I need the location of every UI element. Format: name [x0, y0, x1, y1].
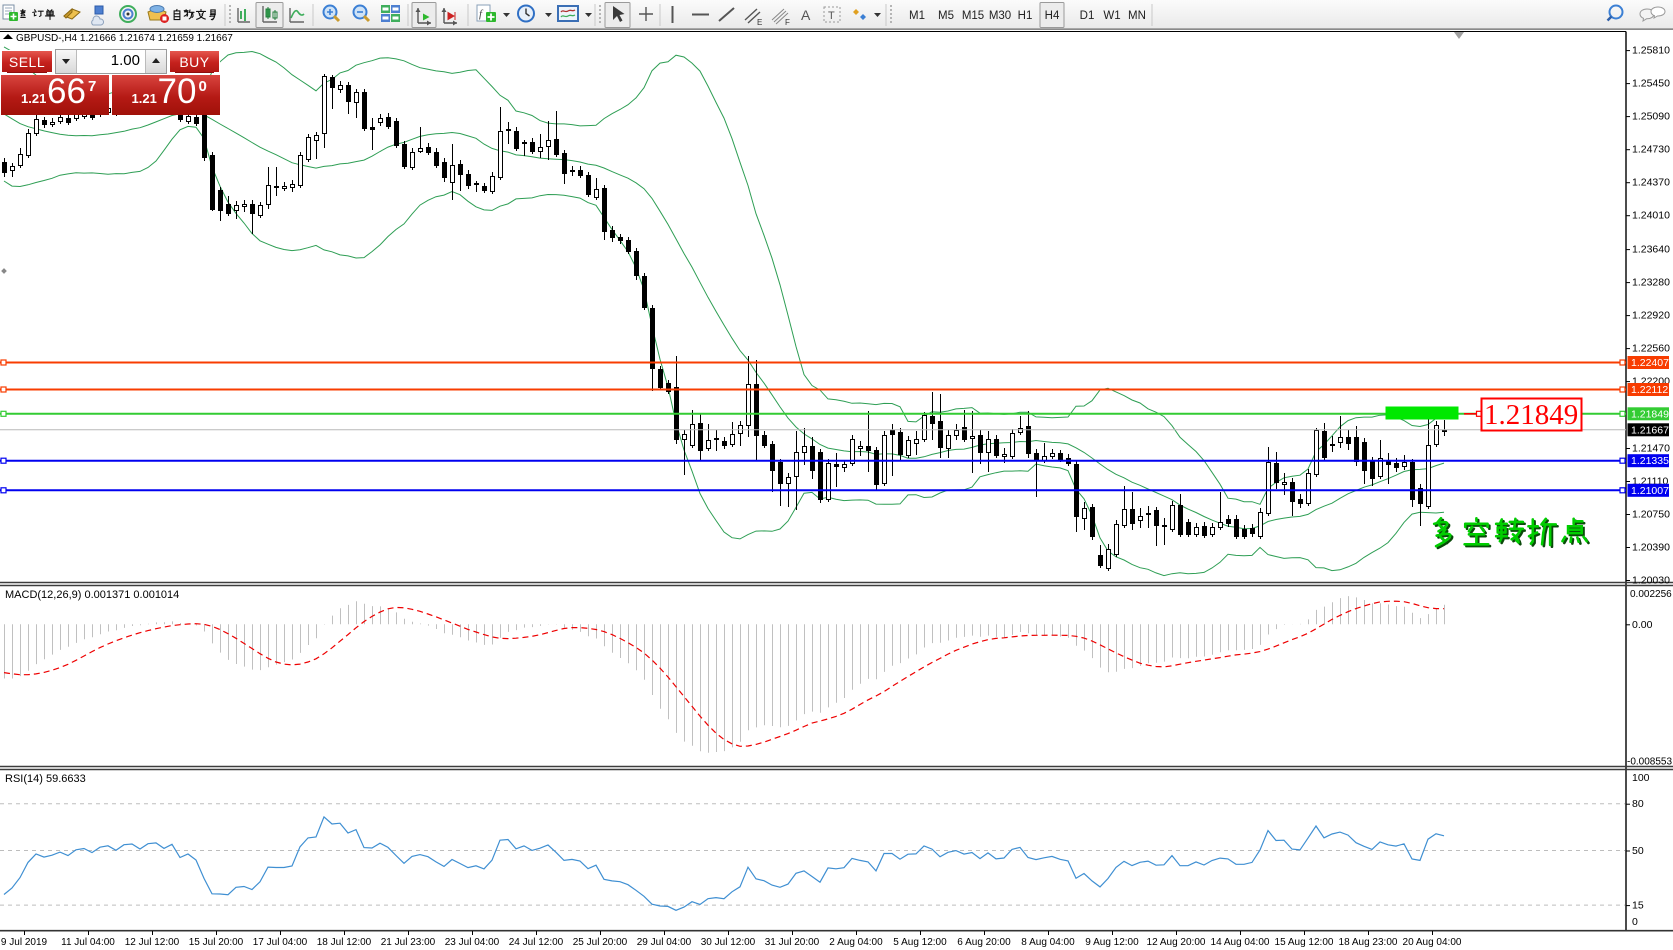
svg-text:1.22920: 1.22920 [1632, 310, 1670, 322]
svg-text:1.23280: 1.23280 [1632, 277, 1670, 289]
svg-text:1.25090: 1.25090 [1632, 111, 1670, 123]
svg-text:T: T [828, 10, 835, 22]
svg-text:2 Aug 04:00: 2 Aug 04:00 [829, 937, 883, 948]
svg-text:20 Aug 04:00: 20 Aug 04:00 [1403, 937, 1462, 948]
svg-text:M1: M1 [909, 10, 925, 22]
svg-text:1.21849: 1.21849 [1631, 408, 1669, 420]
svg-text:0.002256: 0.002256 [1630, 589, 1672, 600]
svg-text:MACD(12,26,9) 0.001371 0.00101: MACD(12,26,9) 0.001371 0.001014 [5, 589, 179, 601]
svg-text:15: 15 [1632, 900, 1644, 912]
svg-text:M5: M5 [938, 10, 954, 22]
svg-text:1.20030: 1.20030 [1632, 575, 1670, 587]
svg-text:M15: M15 [962, 10, 984, 22]
svg-text:A: A [801, 7, 811, 23]
svg-text:17 Jul 04:00: 17 Jul 04:00 [253, 937, 308, 948]
svg-text:1.21667: 1.21667 [1631, 424, 1669, 436]
svg-text:MN: MN [1128, 10, 1146, 22]
svg-text:E: E [757, 18, 762, 27]
svg-text:1.20750: 1.20750 [1632, 509, 1670, 521]
svg-text:M30: M30 [989, 10, 1011, 22]
svg-text:12 Jul 12:00: 12 Jul 12:00 [125, 937, 180, 948]
svg-text:1.22560: 1.22560 [1632, 343, 1670, 355]
svg-text:GBPUSD-,H4 1.21666 1.21674 1.: GBPUSD-,H4 1.21666 1.21674 1.21659 1.216… [16, 33, 233, 44]
svg-text:0.00: 0.00 [1632, 619, 1653, 631]
svg-text:1.22112: 1.22112 [1631, 384, 1668, 396]
svg-text:1.24010: 1.24010 [1632, 210, 1670, 222]
svg-text:5 Aug 12:00: 5 Aug 12:00 [893, 937, 947, 948]
svg-text:1.20390: 1.20390 [1632, 542, 1670, 554]
svg-text:W1: W1 [1103, 10, 1120, 22]
svg-text:9 Aug 12:00: 9 Aug 12:00 [1085, 937, 1139, 948]
svg-text:1.21849: 1.21849 [1484, 399, 1578, 431]
svg-text:18 Aug 23:00: 18 Aug 23:00 [1339, 937, 1398, 948]
svg-text:F: F [785, 18, 790, 27]
svg-text:11 Jul 04:00: 11 Jul 04:00 [61, 937, 115, 948]
svg-text:1.25810: 1.25810 [1632, 45, 1670, 57]
svg-text:1.24730: 1.24730 [1632, 144, 1670, 156]
svg-text:29 Jul 04:00: 29 Jul 04:00 [637, 937, 692, 948]
svg-text:H4: H4 [1045, 10, 1060, 22]
svg-text:80: 80 [1632, 798, 1644, 810]
svg-text:-0.008553: -0.008553 [1627, 757, 1672, 768]
svg-text:18 Jul 12:00: 18 Jul 12:00 [317, 937, 372, 948]
svg-text:31 Jul 20:00: 31 Jul 20:00 [765, 937, 820, 948]
svg-text:24 Jul 12:00: 24 Jul 12:00 [509, 937, 564, 948]
svg-text:1.21470: 1.21470 [1632, 443, 1670, 455]
svg-text:0: 0 [1632, 916, 1638, 928]
svg-text:9 Jul 2019: 9 Jul 2019 [1, 937, 48, 948]
svg-text:25 Jul 20:00: 25 Jul 20:00 [573, 937, 628, 948]
svg-text:15 Jul 20:00: 15 Jul 20:00 [189, 937, 244, 948]
svg-text:14 Aug 04:00: 14 Aug 04:00 [1211, 937, 1270, 948]
svg-text:1.24370: 1.24370 [1632, 177, 1670, 189]
svg-text:8 Aug 04:00: 8 Aug 04:00 [1021, 937, 1075, 948]
svg-text:D1: D1 [1080, 10, 1095, 22]
svg-text:RSI(14) 59.6633: RSI(14) 59.6633 [5, 773, 86, 785]
svg-text:H1: H1 [1018, 10, 1033, 22]
svg-text:6 Aug 20:00: 6 Aug 20:00 [957, 937, 1011, 948]
svg-text:21 Jul 23:00: 21 Jul 23:00 [381, 937, 436, 948]
svg-text:1.22407: 1.22407 [1631, 357, 1669, 369]
svg-text:100: 100 [1632, 772, 1650, 784]
svg-text:50: 50 [1632, 845, 1644, 857]
svg-text:1.23640: 1.23640 [1632, 244, 1670, 256]
svg-text:f: f [479, 8, 484, 20]
svg-text:15 Aug 12:00: 15 Aug 12:00 [1275, 937, 1334, 948]
svg-text:23 Jul 04:00: 23 Jul 04:00 [445, 937, 500, 948]
svg-text:1.21007: 1.21007 [1631, 485, 1669, 497]
svg-text:12 Aug 20:00: 12 Aug 20:00 [1147, 937, 1206, 948]
svg-text:1.25450: 1.25450 [1632, 78, 1670, 90]
svg-text:1.21335: 1.21335 [1631, 455, 1669, 467]
svg-text:30 Jul 12:00: 30 Jul 12:00 [701, 937, 756, 948]
